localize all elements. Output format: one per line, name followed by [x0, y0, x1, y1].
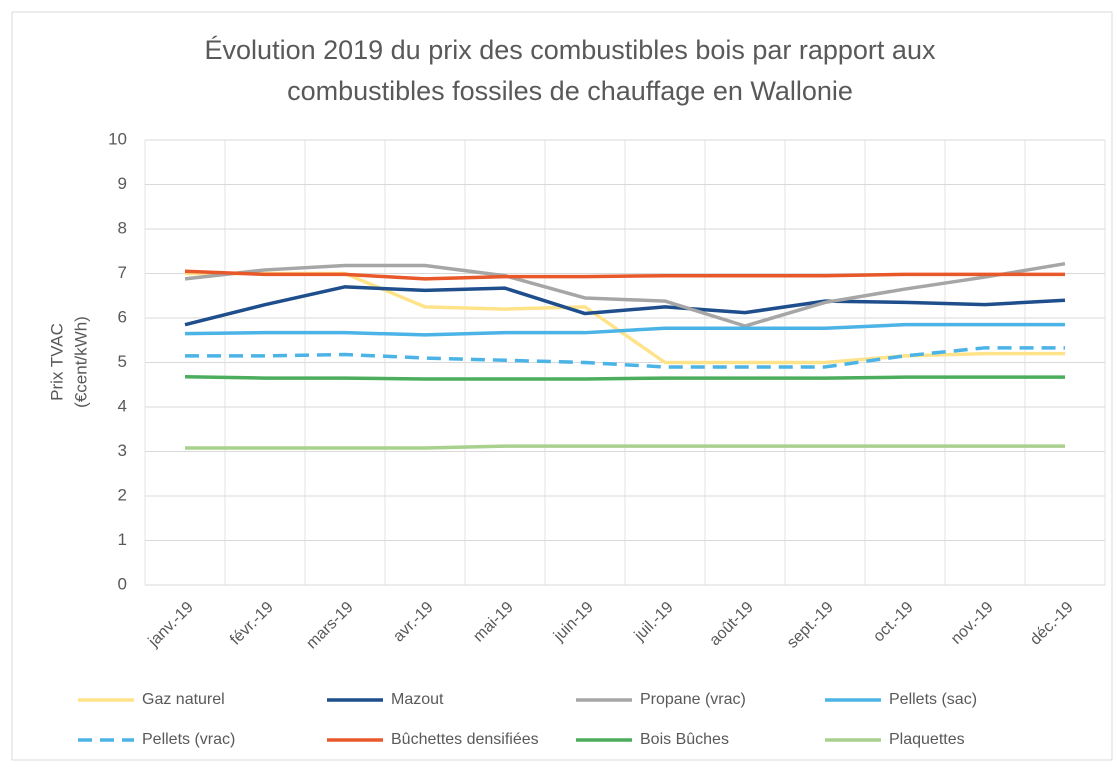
legend-label: Bois Bûches: [640, 731, 729, 748]
y-axis-label: Prix TVAC: [47, 323, 66, 401]
series-line: [184, 261, 1066, 328]
y-tick-label: 8: [118, 218, 127, 237]
y-tick-label: 0: [118, 574, 127, 593]
y-tick-label: 4: [118, 396, 127, 415]
legend-label: Propane (vrac): [640, 691, 746, 708]
y-tick-label: 5: [118, 352, 127, 371]
legend-label: Pellets (sac): [889, 691, 977, 708]
chart-title: Évolution 2019 du prix des combustibles …: [205, 35, 936, 65]
series-line: [184, 374, 1065, 381]
series-line: [185, 444, 1065, 450]
y-tick-label: 1: [118, 530, 127, 549]
chart-frame: [11, 11, 1113, 761]
y-tick-label: 10: [108, 129, 127, 148]
legend-label: Plaquettes: [889, 731, 965, 748]
series-line: [184, 322, 1065, 337]
y-tick-label: 7: [118, 263, 127, 282]
chart-title: combustibles fossiles de chauffage en Wa…: [287, 76, 853, 106]
legend-label: Gaz naturel: [142, 691, 225, 708]
y-tick-label: 9: [118, 174, 127, 193]
legend-label: Bûchettes densifiées: [391, 731, 539, 748]
y-tick-label: 3: [118, 441, 127, 460]
y-tick-label: 6: [118, 307, 127, 326]
series-line: [184, 269, 1065, 281]
y-tick-label: 2: [118, 485, 127, 504]
legend-label: Pellets (vrac): [142, 731, 235, 748]
series-line: [184, 285, 1066, 327]
legend-label: Mazout: [391, 691, 444, 708]
series-line: [185, 346, 1065, 369]
y-axis-label: (€cent/kWh): [71, 316, 90, 408]
